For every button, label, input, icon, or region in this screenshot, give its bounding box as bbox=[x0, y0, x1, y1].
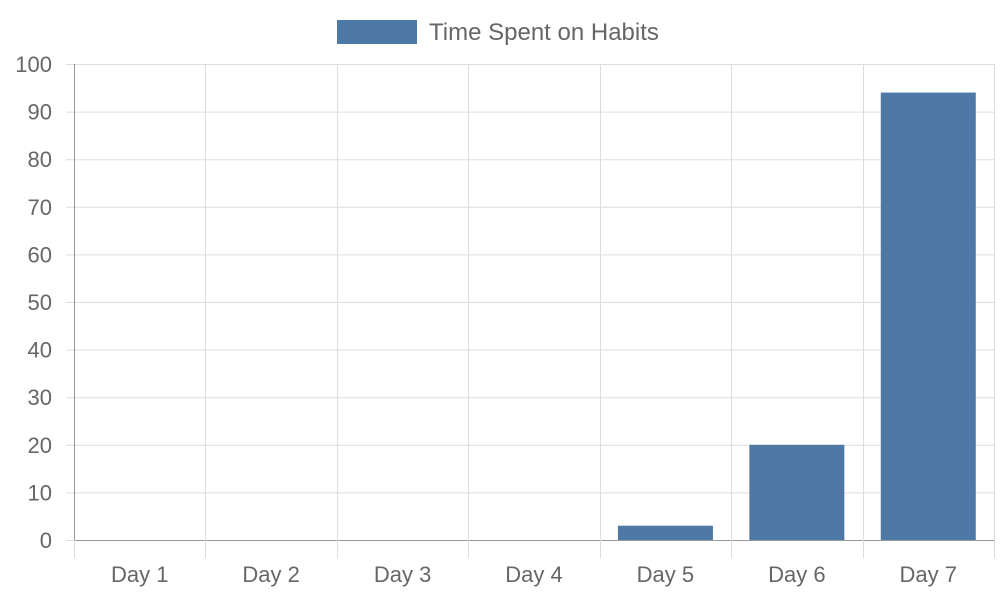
y-tick-label: 70 bbox=[28, 195, 52, 220]
x-tick-label: Day 5 bbox=[637, 562, 694, 587]
legend-swatch bbox=[337, 20, 417, 44]
x-tick-label: Day 3 bbox=[374, 562, 431, 587]
x-tick-label: Day 1 bbox=[111, 562, 168, 587]
y-tick-label: 100 bbox=[15, 52, 52, 77]
gridlines bbox=[74, 64, 995, 540]
bar bbox=[749, 444, 845, 540]
x-tick-label: Day 6 bbox=[768, 562, 825, 587]
x-tick-label: Day 7 bbox=[900, 562, 957, 587]
y-tick-label: 10 bbox=[28, 480, 52, 505]
y-axis-ticks: 0 10 20 30 40 50 60 70 80 90 100 bbox=[15, 52, 74, 553]
x-axis-ticks: Day 1 Day 2 Day 3 Day 4 Day 5 Day 6 Day 7 bbox=[74, 540, 995, 587]
y-tick-label: 80 bbox=[28, 147, 52, 172]
x-tick-label: Day 4 bbox=[505, 562, 562, 587]
y-tick-label: 40 bbox=[28, 338, 52, 363]
y-tick-label: 60 bbox=[28, 242, 52, 267]
x-tick-label: Day 2 bbox=[242, 562, 299, 587]
y-tick-label: 20 bbox=[28, 433, 52, 458]
bar bbox=[880, 92, 976, 540]
legend: Time Spent on Habits bbox=[337, 19, 659, 46]
y-tick-label: 0 bbox=[40, 528, 52, 553]
y-tick-label: 30 bbox=[28, 385, 52, 410]
axes bbox=[74, 64, 994, 541]
y-tick-label: 90 bbox=[28, 100, 52, 125]
legend-label: Time Spent on Habits bbox=[429, 19, 659, 46]
bars bbox=[617, 92, 976, 540]
y-tick-label: 50 bbox=[28, 290, 52, 315]
bar bbox=[617, 525, 713, 540]
